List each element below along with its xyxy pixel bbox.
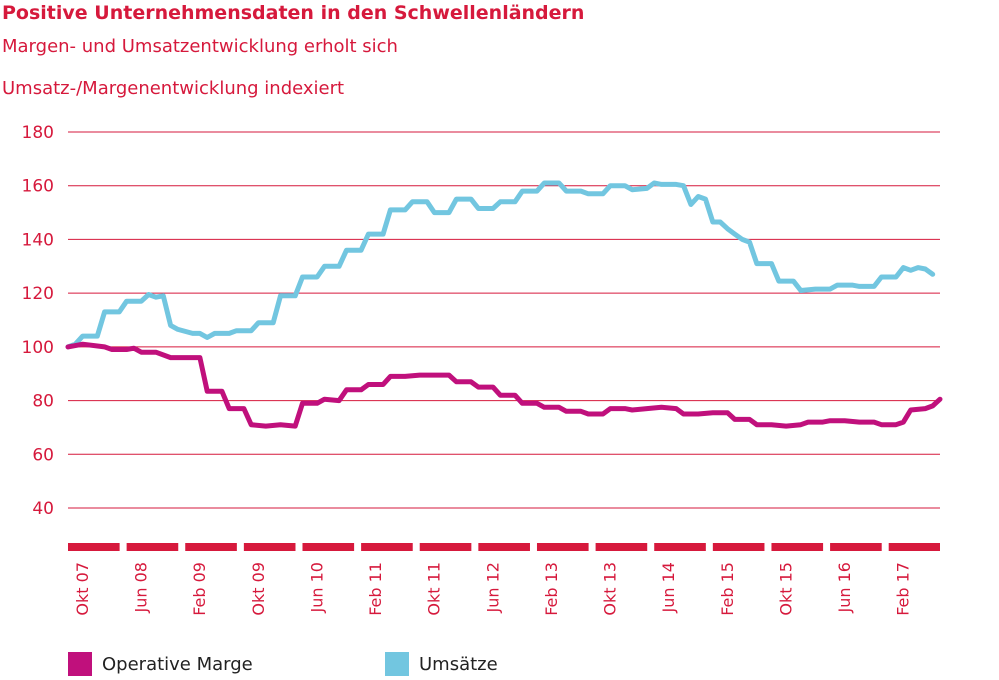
- chart-title: Positive Unternehmensdaten in den Schwel…: [2, 2, 585, 24]
- x-axis-segment: [536, 543, 589, 551]
- y-tick-label: 180: [22, 123, 54, 143]
- legend-item-umsaetze: Umsätze: [385, 652, 498, 676]
- x-tick-label: Jun 14: [659, 562, 678, 613]
- x-axis-segment: [419, 543, 472, 551]
- x-tick-label: Feb 11: [366, 562, 385, 616]
- y-axis-label: Umsatz-/Margenentwicklung indexiert: [2, 78, 345, 99]
- legend-label: Operative Marge: [102, 653, 253, 675]
- chart-subtitle: Margen- und Umsatzentwicklung erholt sic…: [2, 36, 398, 57]
- x-tick-labels: Okt 07 Jun 08 Feb 09 Okt 09 Jun 10 Feb 11 Okt …: [73, 562, 913, 616]
- x-axis-segment: [185, 543, 237, 551]
- x-tick-label: Feb 15: [718, 562, 737, 616]
- x-axis-segment: [712, 543, 765, 551]
- x-tick-label: Feb 17: [894, 562, 913, 616]
- x-tick-label: Jun 08: [132, 562, 151, 613]
- y-tick-label: 60: [32, 445, 54, 465]
- x-axis-segment: [302, 543, 355, 551]
- x-tick-label: Jun 12: [483, 562, 502, 613]
- grid-lines: [68, 131, 940, 509]
- legend-label: Umsätze: [419, 653, 498, 675]
- x-axis-segment: [478, 543, 530, 551]
- legend-swatch: [68, 652, 92, 676]
- x-tick-label: Okt 07: [73, 562, 92, 616]
- y-tick-label: 40: [32, 499, 54, 519]
- y-tick-label: 160: [22, 177, 54, 197]
- series-lines: [65, 180, 943, 429]
- line-chart: 40 60 80 100 120 140 160 180 Okt 07 Jun 08 Feb 09…: [22, 123, 943, 616]
- y-tick-label: 140: [22, 230, 54, 250]
- x-tick-label: Okt 09: [249, 562, 268, 616]
- x-axis-band: [68, 543, 940, 551]
- series-line-ums-tze: [65, 180, 936, 350]
- legend-item-operative-marge: Operative Marge: [68, 652, 253, 676]
- x-axis-segment: [595, 543, 648, 551]
- x-axis-segment: [888, 543, 940, 551]
- y-tick-label: 100: [22, 338, 54, 358]
- x-axis-segment: [68, 543, 120, 551]
- x-tick-label: Feb 13: [542, 562, 561, 616]
- x-axis-segment: [654, 543, 706, 551]
- x-axis-segment: [243, 543, 296, 551]
- x-axis-segment: [361, 543, 413, 551]
- y-tick-label: 120: [22, 284, 54, 304]
- y-tick-labels: 40 60 80 100 120 140 160 180: [22, 123, 54, 519]
- x-tick-label: Jun 16: [835, 562, 854, 613]
- legend-swatch: [385, 652, 409, 676]
- x-tick-label: Feb 09: [190, 562, 209, 616]
- x-tick-label: Okt 11: [425, 562, 444, 616]
- x-axis-segment: [771, 543, 824, 551]
- y-tick-label: 80: [32, 392, 54, 412]
- x-tick-label: Okt 13: [601, 562, 620, 616]
- x-axis-segment: [126, 543, 179, 551]
- x-tick-label: Okt 15: [776, 562, 795, 616]
- x-axis-segment: [830, 543, 882, 551]
- series-line-operative-marge: [65, 341, 943, 429]
- x-tick-label: Jun 10: [307, 562, 326, 613]
